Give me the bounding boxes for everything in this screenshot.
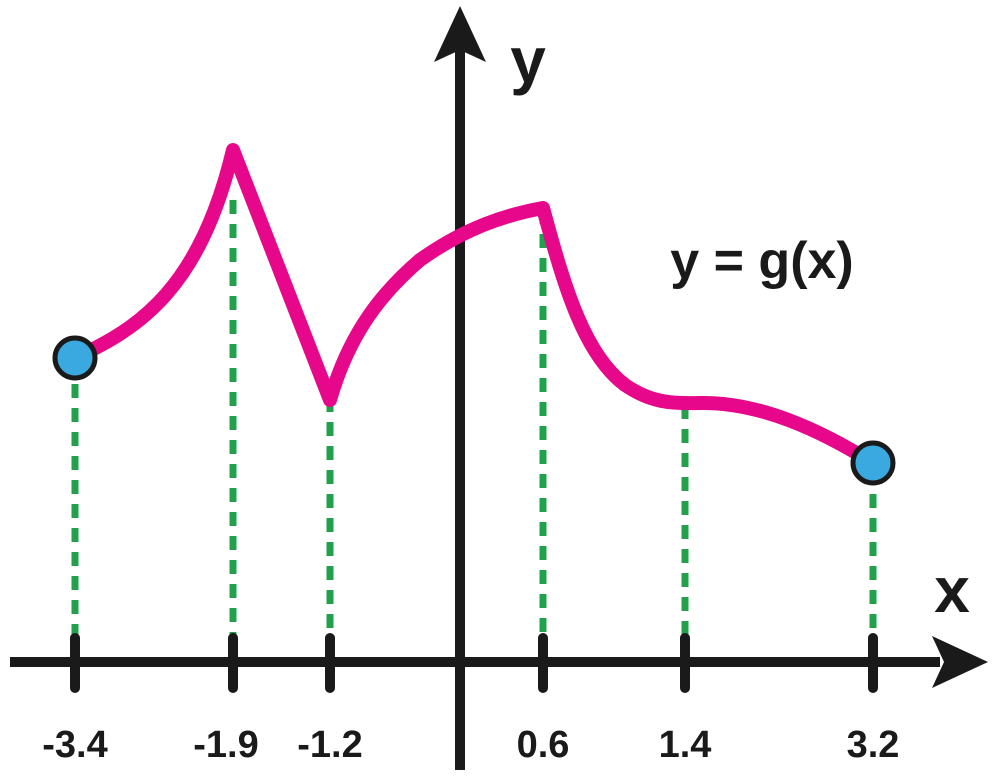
- tick-label: -1.2: [297, 724, 362, 766]
- function-curve: [68, 143, 880, 470]
- right-endpoint: [850, 440, 896, 486]
- y-axis-label: y: [510, 24, 546, 96]
- x-axis-label: x: [934, 554, 970, 626]
- tick-label: -1.9: [193, 724, 258, 766]
- tick-label: 0.6: [517, 724, 570, 766]
- x-axis-arrow-icon: [932, 636, 988, 688]
- tick-marks: [70, 633, 878, 693]
- left-endpoint: [52, 335, 98, 381]
- dashed-guides: [71, 200, 877, 662]
- x-axis: [10, 636, 988, 688]
- tick-label: -3.4: [42, 724, 107, 766]
- tick-labels: -3.4 -1.9 -1.2 0.6 1.4 3.2: [42, 724, 899, 766]
- y-axis-arrow-icon: [434, 6, 486, 62]
- function-label: y = g(x): [670, 232, 854, 290]
- tick-label: 1.4: [659, 724, 712, 766]
- y-axis: [434, 6, 486, 770]
- tick-label: 3.2: [847, 724, 900, 766]
